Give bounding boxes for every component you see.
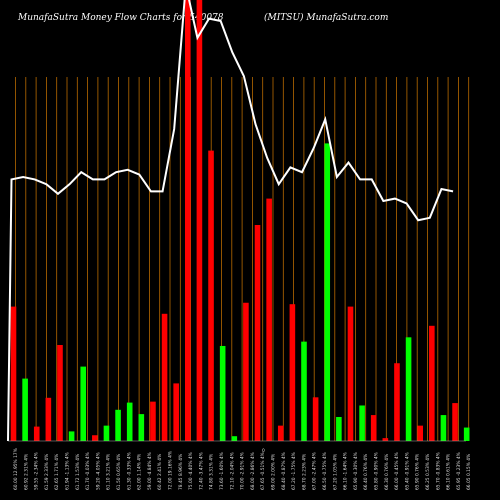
x-tick-label: 68.70 2.23% 4%: [301, 454, 307, 490]
money-flow-bar: [336, 417, 342, 441]
money-flow-bar: [243, 302, 249, 441]
x-tick-label: 66.10 -1.64% 4%: [343, 452, 349, 490]
x-tick-label: 60.42 2.41% 4%: [157, 454, 163, 490]
chart-header: MunafaSutra Money Flow Charts for 540078…: [0, 13, 500, 29]
money-flow-bar: [324, 143, 331, 441]
x-tick-label: 66.25 0.53% 4%: [425, 454, 431, 490]
money-flow-bar: [92, 435, 98, 441]
money-flow-bar: [57, 345, 63, 441]
x-tick-label: 59.55 -2.34% 4%: [34, 452, 40, 490]
money-flow-bar: [161, 313, 168, 441]
money-flow-bar: [254, 225, 261, 441]
money-flow-bar: [359, 405, 365, 441]
money-flow-bar: [429, 325, 435, 441]
x-tick-label: 61.70 -0.03% 4%: [85, 452, 91, 490]
money-flow-bar: [277, 425, 284, 441]
money-flow-bars: [10, 0, 470, 442]
x-tick-label: 62.00 1.14% 4%: [137, 454, 143, 490]
x-tick-label: 67.20 1.05% 4%: [332, 454, 338, 490]
x-tick-label: 59.00 -4.84% 4%: [147, 452, 153, 490]
money-flow-bar: [289, 304, 296, 441]
money-flow-bar: [394, 363, 400, 441]
money-flow-bar: [185, 0, 191, 442]
x-tick-label: 65.95 -0.23% 4%: [456, 452, 462, 490]
x-tick-label: 60.00 12.95% 17%: [13, 448, 19, 490]
x-tick-label: 65.70 -0.83% 4%: [435, 452, 441, 490]
x-tick-label: 67.00 -2.47% 4%: [312, 452, 318, 490]
money-flow-bar: [138, 414, 145, 441]
money-flow-bar: [33, 426, 40, 441]
x-tick-label: 65.80 -0.90% 4%: [374, 452, 380, 490]
x-tick-label: 61.50 0.65% 4%: [116, 454, 122, 490]
x-tick-label: 66.00 -0.45% 4%: [394, 452, 400, 490]
money-flow-bar: [22, 378, 28, 441]
x-tick-label: 61.10 3.21% 4%: [106, 454, 112, 490]
x-tick-label: 61.94 -1.13% 4%: [65, 452, 71, 490]
money-flow-bar: [208, 150, 214, 441]
site-name: (MITSU) MunafaSutra.com: [264, 13, 389, 23]
x-tick-label: 62.65 1.71% 4%: [54, 454, 60, 490]
x-tick-label: 60.92 2.31% 4%: [23, 454, 29, 490]
money-flow-bar: [382, 438, 389, 441]
money-flow-bar: [219, 345, 226, 441]
x-tick-label: 68.40 -0.87% 4%: [281, 452, 287, 490]
money-flow-bar: [417, 425, 423, 441]
x-tick-label: 66.05 0.15% 4%: [466, 454, 472, 490]
money-flow-bar: [463, 427, 470, 441]
x-tick-label: 66.30 0.76% 4%: [384, 454, 390, 490]
x-tick-label: 66.40 0.76% 4%: [363, 454, 369, 490]
x-axis-labels: 60.00 12.95% 17% 60.92 2.31% 4% 59.55 -2.3…: [13, 448, 472, 490]
price-line: [7, 0, 454, 442]
money-flow-bar: [115, 409, 121, 441]
money-flow-bar: [452, 403, 458, 441]
vertical-gridlines: [15, 77, 470, 441]
money-flow-bar: [45, 397, 52, 441]
money-flow-bar: [266, 198, 272, 441]
money-flow-bar: [80, 366, 87, 441]
x-tick-label: 61.30 -0.33% 4%: [126, 452, 132, 490]
money-flow-bar: [68, 431, 75, 441]
money-flow-bar: [312, 397, 319, 441]
x-tick-label: 65.90 -0.30% 4%: [353, 452, 359, 490]
money-flow-bar: [301, 341, 307, 441]
chart-title: MunafaSutra Money Flow Charts for 540078: [18, 13, 224, 23]
money-flow-bar: [440, 415, 447, 441]
money-flow-bar: [10, 306, 17, 441]
x-tick-label: 73.60 -1.60% 4%: [219, 452, 225, 490]
x-tick-label: 65.40 -0.91% 4%: [404, 452, 410, 490]
x-tick-label: 70.00 -2.91% 4%: [240, 452, 246, 490]
x-tick-label: 72.00 19.16% 4%: [168, 451, 174, 490]
money-flow-bar: [103, 425, 110, 441]
x-tick-label: 72.40 -3.47% 4%: [198, 452, 204, 490]
x-tick-label: 59.20 -4.05% 4%: [95, 452, 101, 490]
x-tick-label: 67.65 -0.51% 4%: [260, 452, 266, 490]
x-tick-label: 61.59 2.33% 4%: [44, 454, 50, 490]
money-flow-bar: [150, 401, 156, 441]
x-tick-label: 66.10 0.61% 4%: [446, 454, 452, 490]
x-tick-label: 67.20 -1.75% 4%: [291, 452, 297, 490]
price-line-path: [7, 0, 454, 442]
baseline-label: 0: [262, 448, 265, 454]
money-flow-bar: [196, 0, 203, 442]
money-flow-bar: [126, 402, 133, 441]
money-flow-bar: [405, 337, 412, 441]
x-tick-label: 72.10 -2.04% 4%: [229, 452, 235, 490]
x-tick-label: 75.00 -4.40% 4%: [188, 452, 194, 490]
money-flow-bar: [370, 415, 377, 441]
x-tick-label: 78.45 8.96% 4%: [178, 454, 184, 490]
x-tick-label: 61.72 1.53% 4%: [75, 454, 81, 490]
money-flow-bar: [231, 436, 238, 441]
x-tick-label: 74.80 3.31% 4%: [209, 454, 215, 490]
x-tick-label: 65.90 0.76% 4%: [415, 454, 421, 490]
x-tick-label: 68.00 -2.86% 4%: [250, 452, 256, 490]
money-flow-bar: [347, 306, 354, 441]
x-tick-label: 69.00 2.00% 4%: [271, 454, 277, 490]
x-tick-label: 66.50 -0.75% 4%: [322, 452, 328, 490]
money-flow-bar: [173, 383, 179, 441]
